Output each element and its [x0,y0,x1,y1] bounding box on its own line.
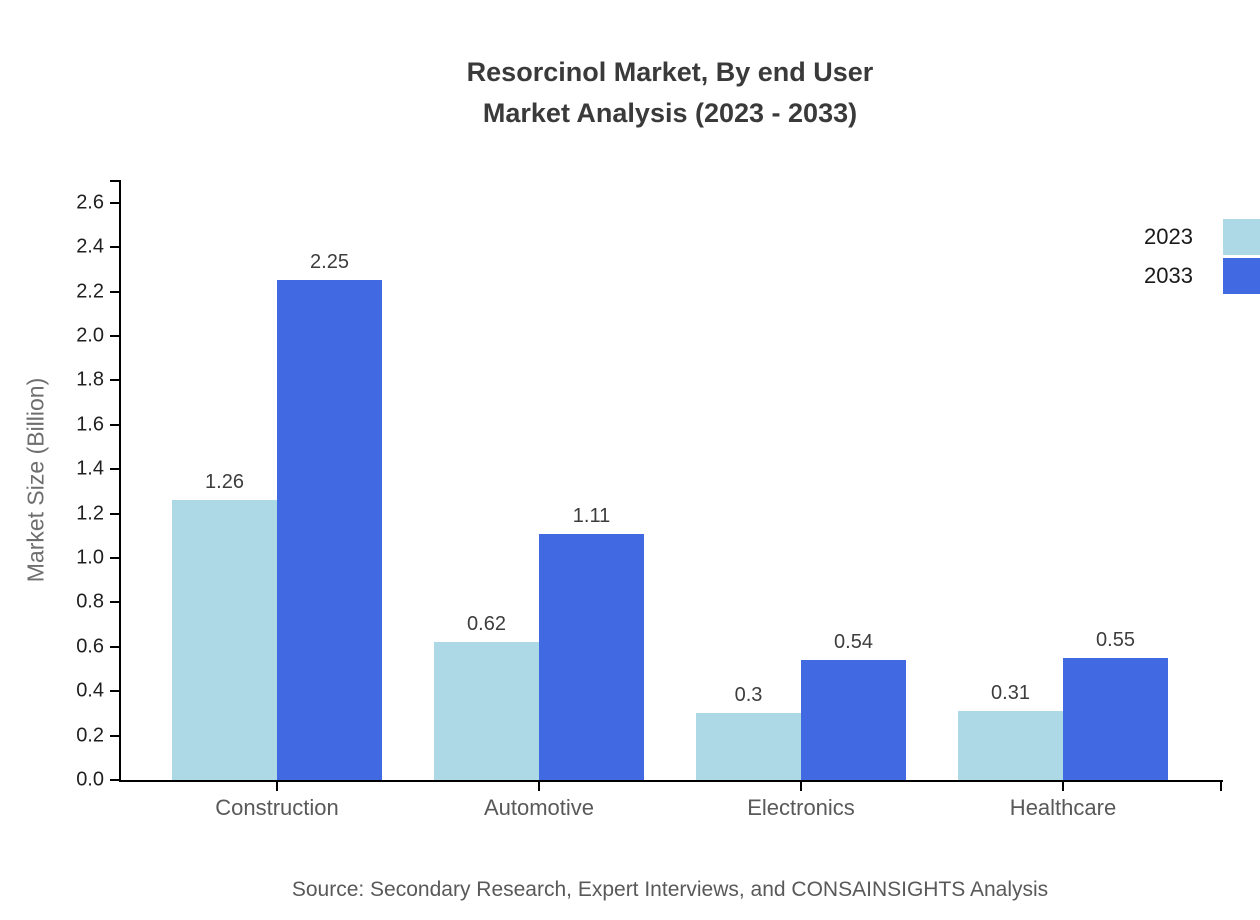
bar-2033-healthcare [1063,658,1168,780]
y-tick [110,557,119,559]
bar-value-label: 1.11 [572,505,611,527]
y-tick-label: 2.6 [76,191,104,214]
x-category-label: Healthcare [1009,795,1117,820]
y-tick [110,645,119,648]
y-tick [110,779,119,781]
y-tick-label: 2.4 [76,235,104,258]
legend-swatch-2023 [1223,219,1260,255]
bar-value-label: 0.62 [467,613,506,635]
chart-title-line2: Market Analysis (2023 - 2033) [482,98,858,128]
y-tick [110,423,119,426]
x-category-label: Electronics [747,795,855,820]
y-tick [110,734,119,737]
x-axis-line [119,780,1223,782]
y-tick-label: 1.2 [76,502,104,525]
y-tick-label: 0.0 [76,768,104,791]
y-axis-end-tick [110,180,119,182]
x-category-label: Automotive [483,795,595,820]
bar-2023-automotive [434,642,539,780]
y-tick [110,601,119,604]
y-tick-label: 0.2 [76,724,104,747]
y-tick-label: 0.4 [76,679,104,702]
x-tick [800,782,802,791]
bar-value-label: 0.54 [834,631,873,653]
bar-2023-healthcare [958,711,1063,780]
bar-2023-electronics [696,713,801,780]
bar-2033-construction [277,280,382,780]
y-tick [110,690,119,693]
y-tick [110,201,119,204]
y-tick-label: 0.8 [76,590,104,613]
bar-value-label: 0.55 [1096,629,1135,651]
x-category-label: Construction [215,795,339,820]
y-tick [110,246,119,249]
y-tick [110,468,119,471]
legend-item-2023: 2023 [1144,219,1260,255]
legend-label-2023: 2023 [1144,224,1193,249]
y-axis-line [119,180,121,782]
chart-title: Resorcinol Market, By end User Market An… [80,52,1260,134]
bar-2023-construction [172,500,277,780]
y-tick [110,512,119,515]
bar-2033-automotive [539,534,644,780]
x-tick [1062,782,1064,791]
legend-label-2033: 2033 [1144,263,1193,288]
y-tick-label: 2.0 [76,324,104,347]
x-tick [538,782,540,791]
bar-value-label: 0.31 [991,682,1030,704]
source-note: Source: Secondary Research, Expert Inter… [291,878,1049,901]
y-tick-label: 2.2 [76,280,104,303]
bar-2033-electronics [801,660,906,780]
legend-swatch-2033 [1223,258,1260,294]
legend-item-2033: 2033 [1144,258,1260,294]
y-tick-label: 0.6 [76,635,104,658]
y-tick [110,379,119,382]
y-tick-label: 1.0 [76,546,104,569]
y-tick-label: 1.6 [76,413,104,436]
bar-value-label: 1.26 [205,471,244,493]
bar-value-label: 2.25 [310,251,349,273]
bar-value-label: 0.3 [734,684,763,706]
y-tick [110,290,119,293]
chart-title-line1: Resorcinol Market, By end User [466,57,874,87]
x-axis-end-tick [1220,782,1222,791]
y-tick-label: 1.4 [76,457,104,480]
x-tick [276,782,278,791]
y-tick-label: 1.8 [76,368,104,391]
y-tick [110,335,119,337]
legend: 2023 2033 [1144,219,1260,297]
